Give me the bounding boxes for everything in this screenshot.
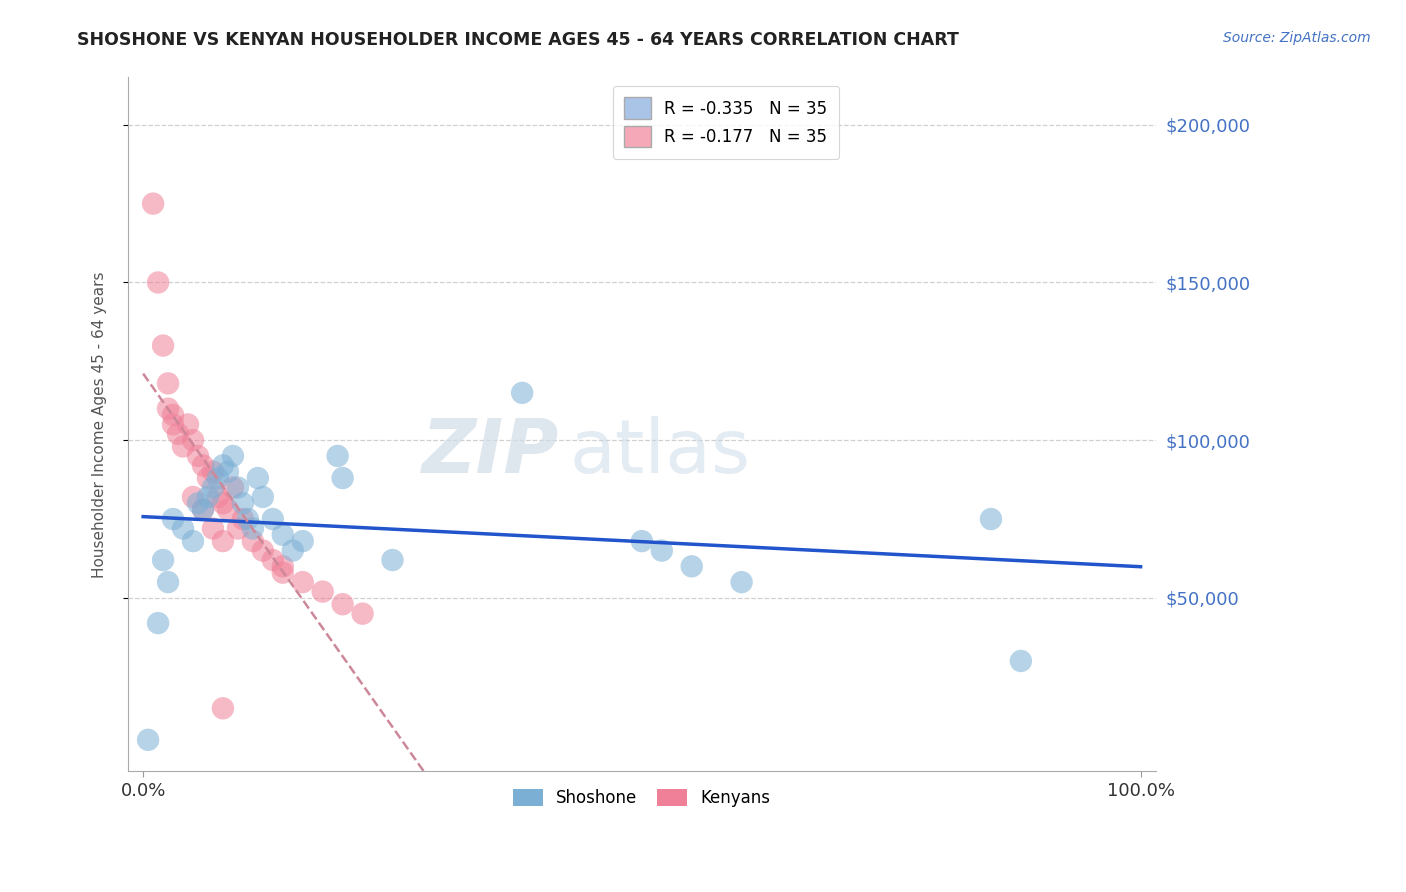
Point (222, 449, 245, 463)
Point (191, 458, 214, 473)
Point (157, 575, 180, 590)
Point (352, 607, 374, 621)
Point (212, 458, 235, 473)
Point (980, 512, 1002, 526)
Y-axis label: Householder Income Ages 45 - 64 years: Householder Income Ages 45 - 64 years (93, 271, 107, 578)
Point (212, 496, 235, 510)
Point (136, 732, 159, 747)
Point (146, 276, 169, 290)
Point (146, 616, 169, 631)
Point (157, 376, 180, 391)
Legend: Shoshone, Kenyans: Shoshone, Kenyans (505, 780, 779, 815)
Point (191, 502, 214, 516)
Point (311, 584, 333, 599)
Text: atlas: atlas (569, 416, 751, 489)
Point (281, 543, 304, 558)
Point (232, 512, 254, 526)
Point (142, 196, 165, 211)
Point (631, 534, 654, 549)
Point (217, 465, 239, 479)
Point (181, 534, 204, 549)
Point (162, 417, 184, 432)
Point (291, 534, 314, 549)
Text: ZIP: ZIP (422, 416, 560, 489)
Point (271, 528, 294, 542)
Point (222, 481, 245, 495)
Point (207, 490, 229, 504)
Point (252, 543, 274, 558)
Point (212, 701, 235, 715)
Point (271, 566, 294, 580)
Point (201, 521, 224, 535)
Point (162, 512, 184, 526)
Point (246, 471, 269, 485)
Point (226, 481, 249, 495)
Point (212, 534, 235, 549)
Point (162, 408, 184, 422)
Point (242, 534, 264, 549)
Point (152, 338, 174, 352)
Point (181, 490, 204, 504)
Point (681, 559, 703, 574)
Point (201, 465, 224, 479)
Point (236, 512, 259, 526)
Point (197, 471, 219, 485)
Point (332, 597, 354, 611)
Point (157, 401, 180, 416)
Point (172, 440, 194, 454)
Point (332, 471, 354, 485)
Point (217, 502, 239, 516)
Point (207, 471, 229, 485)
Point (152, 553, 174, 567)
Point (271, 559, 294, 574)
Point (201, 481, 224, 495)
Point (187, 449, 209, 463)
Point (262, 553, 284, 567)
Point (381, 553, 404, 567)
Point (167, 426, 190, 441)
Point (510, 385, 533, 400)
Point (1010, 654, 1032, 668)
Point (232, 496, 254, 510)
Point (187, 496, 209, 510)
Text: Source: ZipAtlas.com: Source: ZipAtlas.com (1223, 31, 1371, 45)
Point (252, 490, 274, 504)
Point (326, 449, 349, 463)
Point (226, 521, 249, 535)
Point (651, 543, 673, 558)
Point (172, 521, 194, 535)
Point (191, 502, 214, 516)
Point (291, 575, 314, 590)
Text: SHOSHONE VS KENYAN HOUSEHOLDER INCOME AGES 45 - 64 YEARS CORRELATION CHART: SHOSHONE VS KENYAN HOUSEHOLDER INCOME AG… (77, 31, 959, 49)
Point (197, 490, 219, 504)
Point (730, 575, 752, 590)
Point (262, 512, 284, 526)
Point (242, 521, 264, 535)
Point (177, 417, 200, 432)
Point (181, 433, 204, 447)
